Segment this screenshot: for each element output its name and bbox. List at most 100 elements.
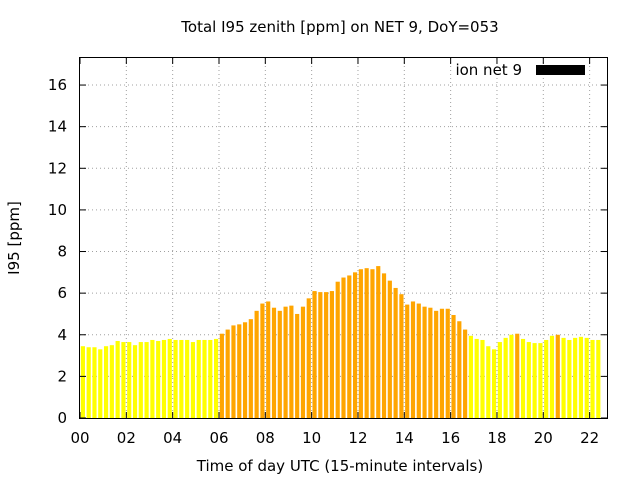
bar (254, 310, 259, 418)
bar (509, 334, 514, 418)
bar (219, 333, 224, 418)
x-tick-label: 12 (348, 429, 367, 447)
bar (376, 266, 381, 418)
bar (80, 346, 85, 418)
bar (127, 342, 132, 418)
bar (480, 339, 485, 418)
bar (156, 341, 161, 418)
bar (312, 291, 317, 418)
bar (596, 339, 601, 418)
bar (86, 347, 91, 418)
bar (352, 272, 358, 418)
bar (364, 268, 369, 418)
bars (80, 266, 601, 418)
grid (80, 58, 607, 418)
bar (121, 342, 126, 418)
bar (567, 339, 572, 418)
bar (428, 307, 433, 418)
bar (289, 305, 294, 418)
y-tick-label: 0 (57, 409, 67, 427)
bar (109, 345, 114, 418)
x-tick-label: 00 (70, 429, 89, 447)
bar (248, 319, 253, 418)
bar (196, 339, 201, 418)
x-tick-label: 16 (441, 429, 460, 447)
y-tick-label: 14 (48, 118, 67, 136)
x-tick-label: 06 (209, 429, 228, 447)
bar (399, 294, 404, 418)
bar (92, 347, 97, 418)
bar (185, 339, 190, 418)
bar (405, 304, 410, 418)
bar (318, 292, 323, 418)
x-tick-label: 04 (163, 429, 182, 447)
bar (491, 349, 497, 418)
bar (393, 287, 398, 418)
bar (173, 339, 178, 418)
bar (231, 325, 236, 418)
bar (381, 273, 387, 418)
bar (237, 324, 242, 418)
y-tick-label: 4 (57, 326, 67, 344)
bar (416, 303, 421, 418)
bar (266, 301, 271, 418)
y-tick-label: 2 (57, 367, 67, 385)
bar (277, 310, 282, 418)
legend-label: ion net 9 (455, 61, 522, 79)
bar (347, 275, 352, 418)
bar (520, 338, 526, 418)
bar (532, 343, 537, 418)
bar (549, 335, 555, 418)
bar (242, 322, 248, 418)
bar (503, 337, 508, 418)
bar (138, 342, 143, 418)
legend-swatch (536, 65, 585, 75)
bar (144, 342, 149, 418)
x-tick-labels: 00 02 04 06 08 10 12 14 16 18 20 22 (70, 429, 599, 447)
bar (486, 346, 491, 418)
bar (445, 308, 450, 418)
bar (538, 343, 543, 418)
bar (190, 342, 196, 418)
y-tick-label: 12 (48, 159, 67, 177)
bar (150, 339, 155, 418)
x-tick-label: 02 (117, 429, 136, 447)
bar (515, 333, 520, 418)
bar (98, 349, 103, 418)
bar (544, 339, 549, 418)
bar (451, 314, 456, 418)
bar (387, 280, 392, 418)
bar (300, 306, 306, 418)
bar (370, 269, 375, 418)
bar (434, 310, 439, 418)
bar (295, 313, 300, 418)
bar (283, 306, 288, 418)
bar (335, 281, 340, 418)
ticks (79, 58, 607, 419)
bar (439, 308, 445, 418)
x-tick-label: 18 (487, 429, 506, 447)
bar (341, 277, 346, 418)
bar (161, 339, 167, 418)
bar (324, 292, 329, 418)
bar (167, 338, 172, 418)
bar (103, 346, 109, 418)
x-tick-label: 22 (580, 429, 599, 447)
y-tick-labels: 0 2 4 6 8 10 12 14 16 (48, 76, 67, 427)
bar (573, 337, 578, 418)
bar (271, 307, 277, 418)
plot-frame (79, 57, 608, 419)
bar (497, 342, 502, 418)
bar (225, 329, 230, 418)
bar (358, 269, 363, 418)
bar (306, 298, 311, 418)
x-tick-label: 10 (302, 429, 321, 447)
bar (590, 339, 595, 418)
bar (474, 338, 479, 418)
y-tick-label: 16 (48, 76, 67, 94)
chart-title: Total I95 zenith [ppm] on NET 9, DoY=053 (180, 18, 498, 36)
bar (578, 336, 584, 418)
y-tick-label: 10 (48, 201, 67, 219)
bar (410, 301, 416, 418)
